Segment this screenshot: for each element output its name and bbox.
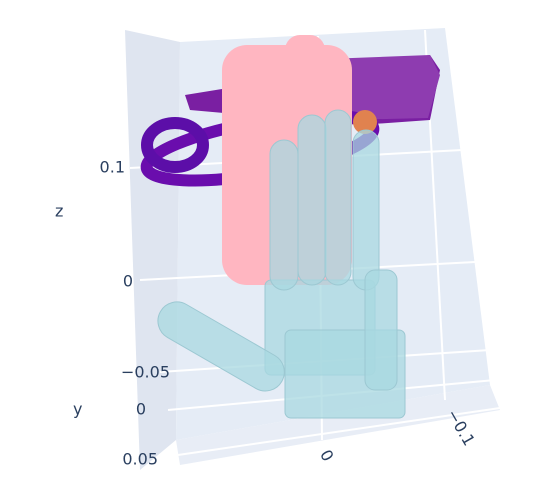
z-tick-label: 0 <box>123 272 133 291</box>
z-axis-title: z <box>55 202 63 221</box>
y-axis-title: y <box>73 400 82 419</box>
y-tick-label: −0.05 <box>121 363 170 382</box>
y-tick-label: 0 <box>136 400 146 419</box>
floor-pane <box>176 385 500 465</box>
z-tick-label: 0.1 <box>100 158 125 177</box>
left-pane <box>125 30 180 470</box>
x-tick-label: 0 <box>316 446 338 464</box>
grid-line <box>177 407 501 456</box>
cyan-hand <box>157 109 406 419</box>
y-tick-label: 0.05 <box>122 450 158 469</box>
